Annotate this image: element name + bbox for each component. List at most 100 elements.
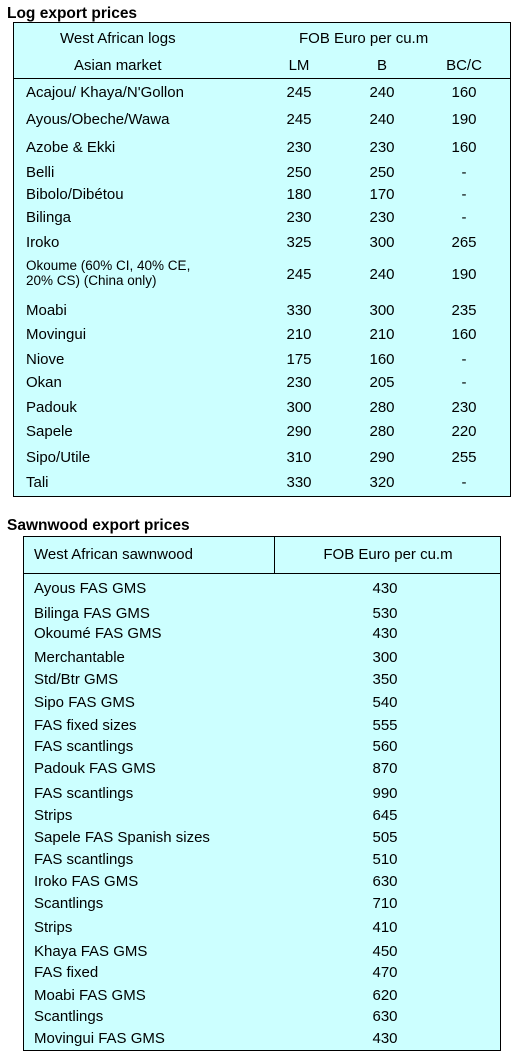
- sawn-row-name: Strips: [34, 919, 73, 936]
- log-row-bcc: -: [461, 474, 467, 491]
- log-row-lm: 325: [286, 234, 312, 251]
- log-row-bcc: -: [461, 351, 467, 368]
- log-row-b: 300: [369, 234, 395, 251]
- log-row-b: 280: [369, 423, 395, 440]
- log-header-group: West African logs: [60, 30, 176, 47]
- sawn-row-price: 300: [372, 649, 398, 666]
- sawn-row-price: 530: [372, 605, 398, 622]
- log-row-b: 230: [369, 209, 395, 226]
- log-row-name: Padouk: [26, 399, 77, 416]
- log-row-bcc: -: [461, 209, 467, 226]
- sawn-row-name: Sipo FAS GMS: [34, 694, 135, 711]
- log-row-bcc: 255: [451, 449, 477, 466]
- log-row-b: 320: [369, 474, 395, 491]
- log-row-lm: 310: [286, 449, 312, 466]
- log-row-b: 160: [369, 351, 395, 368]
- sawn-row-price: 430: [372, 1030, 398, 1047]
- sawn-row-price: 430: [372, 625, 398, 642]
- sawn-row-name: FAS scantlings: [34, 738, 134, 755]
- log-row-bcc: 265: [451, 234, 477, 251]
- log-row-b: 250: [369, 164, 395, 181]
- log-row-bcc: 190: [451, 111, 477, 128]
- sawn-row-name: Std/Btr GMS: [34, 671, 119, 688]
- sawn-row-name: Strips: [34, 807, 73, 824]
- log-row-lm: 230: [286, 374, 312, 391]
- sawn-row-name: Scantlings: [34, 895, 104, 912]
- log-row-bcc: 160: [451, 326, 477, 343]
- log-col-lm: LM: [288, 57, 310, 74]
- log-table-header: West African logs FOB Euro per cu.m Asia…: [14, 23, 510, 79]
- log-row-name: Tali: [26, 474, 49, 491]
- log-row-name: Ayous/Obeche/Wawa: [26, 111, 170, 128]
- log-row-name: Belli: [26, 164, 55, 181]
- sawn-row-name: Bilinga FAS GMS: [34, 605, 150, 622]
- sawn-row-price: 555: [372, 717, 398, 734]
- log-row-name: Acajou/ Khaya/N'Gollon: [26, 84, 184, 101]
- log-row-lm: 300: [286, 399, 312, 416]
- sawn-row-price: 870: [372, 760, 398, 777]
- log-row-lm: 290: [286, 423, 312, 440]
- log-row-lm: 330: [286, 302, 312, 319]
- sawn-row-name: FAS fixed sizes: [34, 717, 137, 734]
- log-row-bcc: -: [461, 374, 467, 391]
- sawn-row-price: 410: [372, 919, 398, 936]
- sawn-row-name: Khaya FAS GMS: [34, 943, 148, 960]
- log-row-name: Okan: [26, 374, 62, 391]
- sawn-row-price: 620: [372, 987, 398, 1004]
- log-row-lm: 245: [286, 111, 312, 128]
- log-row-b: 240: [369, 84, 395, 101]
- log-row-b: 280: [369, 399, 395, 416]
- log-row-lm: 180: [286, 186, 312, 203]
- sawn-row-price: 560: [372, 738, 398, 755]
- log-row-name: Sapele: [26, 423, 73, 440]
- log-row-b: 300: [369, 302, 395, 319]
- sawn-row-name: FAS scantlings: [34, 851, 134, 868]
- sawn-row-name: Movingui FAS GMS: [34, 1030, 165, 1047]
- log-row-lm: 230: [286, 209, 312, 226]
- sawn-row-price: 710: [372, 895, 398, 912]
- log-row-lm: 245: [286, 266, 312, 283]
- sawn-row-name: FAS fixed: [34, 964, 99, 981]
- sawn-row-name: Ayous FAS GMS: [34, 580, 147, 597]
- sawn-row-price: 540: [372, 694, 398, 711]
- log-row-b: 170: [369, 186, 395, 203]
- sawn-row-name: Scantlings: [34, 1008, 104, 1025]
- log-row-name: Movingui: [26, 326, 87, 343]
- log-row-name-line1: Okoume (60% CI, 40% CE,: [26, 258, 191, 273]
- log-row-bcc: 160: [451, 84, 477, 101]
- log-row-name: Iroko: [26, 234, 60, 251]
- sawn-row-price: 505: [372, 829, 398, 846]
- sawn-row-price: 470: [372, 964, 398, 981]
- log-row-name: Bilinga: [26, 209, 72, 226]
- log-row-name: Okoume (60% CI, 40% CE, 20% CS) (China on…: [26, 258, 190, 288]
- sawn-row-price: 645: [372, 807, 398, 824]
- sawn-row-price: 450: [372, 943, 398, 960]
- log-row-name-line2: 20% CS) (China only): [26, 273, 157, 288]
- log-row-b: 290: [369, 449, 395, 466]
- sawn-row-price: 510: [372, 851, 398, 868]
- log-row-lm: 230: [286, 139, 312, 156]
- sawn-row-name: FAS scantlings: [34, 785, 134, 802]
- log-row-name: Sipo/Utile: [26, 449, 91, 466]
- log-row-lm: 175: [286, 351, 312, 368]
- log-row-bcc: 230: [451, 399, 477, 416]
- sawn-header-price: FOB Euro per cu.m: [323, 546, 453, 563]
- sawn-row-price: 350: [372, 671, 398, 688]
- log-row-bcc: -: [461, 186, 467, 203]
- sawn-header-divider: [274, 537, 275, 574]
- log-header-market: Asian market: [74, 57, 162, 74]
- log-row-b: 210: [369, 326, 395, 343]
- log-row-bcc: 220: [451, 423, 477, 440]
- sawn-price-table: West African sawnwood FOB Euro per cu.m …: [23, 536, 501, 1051]
- log-row-lm: 330: [286, 474, 312, 491]
- log-row-name: Azobe & Ekki: [26, 139, 116, 156]
- sawn-row-name: Moabi FAS GMS: [34, 987, 146, 1004]
- log-row-bcc: 235: [451, 302, 477, 319]
- log-row-b: 230: [369, 139, 395, 156]
- log-row-b: 240: [369, 111, 395, 128]
- sawn-row-price: 990: [372, 785, 398, 802]
- log-row-bcc: 190: [451, 266, 477, 283]
- sawn-row-name: Sapele FAS Spanish sizes: [34, 829, 210, 846]
- sawn-row-price: 430: [372, 580, 398, 597]
- sawn-section-title: Sawnwood export prices: [7, 517, 190, 534]
